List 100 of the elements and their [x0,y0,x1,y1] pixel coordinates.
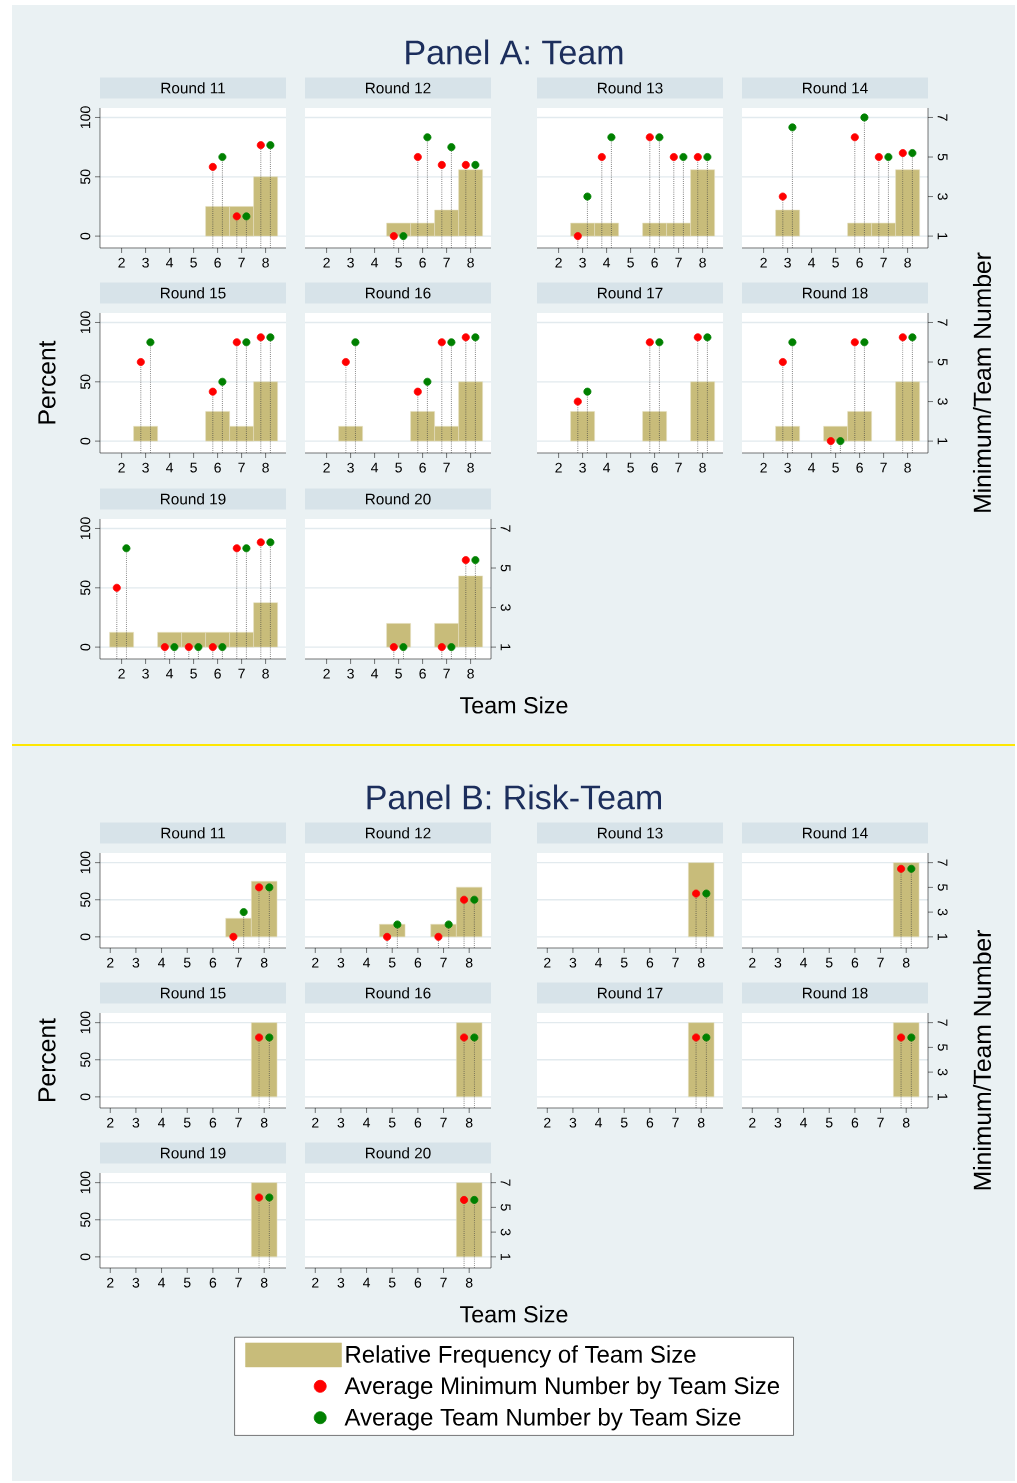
x-tick-label: 8 [697,1117,705,1128]
x-tick-label: 8 [904,257,911,268]
point [583,192,592,201]
point [341,358,350,367]
point [679,153,688,162]
x-tick-label: 8 [465,1117,473,1128]
y2-axis-title: Minimum/Team Number [972,252,992,512]
y-tick-label: 100 [80,1011,91,1034]
x-tick-label: 3 [132,1277,140,1288]
x-tick-label: 8 [467,257,474,268]
point [232,212,241,221]
point [597,153,606,162]
x-tick-label: 5 [395,668,402,679]
point [607,133,616,142]
point [860,113,869,122]
x-tick-label: 4 [800,1117,808,1128]
point [645,133,654,142]
point [423,133,432,142]
x-tick-label: 5 [832,257,839,268]
point [573,397,582,406]
y-tick-label: 100 [80,1171,91,1194]
x-tick-label: 8 [699,462,706,473]
x-tick-label: 5 [627,257,634,268]
point [256,141,265,150]
chart-title: Round 20 [366,1147,431,1159]
x-tick-label: 4 [363,957,371,968]
point [218,643,227,652]
x-tick-label: 5 [627,462,634,473]
x-tick-label: 6 [209,1277,217,1288]
x-tick-label: 4 [166,257,174,268]
point [645,338,654,347]
chart-title: Round 15 [161,287,226,299]
y2-tick-label: 1 [937,233,948,240]
point [232,338,241,347]
point [399,232,408,241]
point [170,643,179,652]
x-tick-label: 6 [851,957,859,968]
chart-title: Round 16 [366,987,431,999]
x-tick-label: 2 [749,957,756,968]
x-tick-label: 8 [262,257,269,268]
x-tick-label: 5 [395,257,402,268]
x-tick-label: 6 [209,1117,217,1128]
x-tick-label: 8 [467,462,474,473]
y-tick-label: 50 [80,1212,91,1227]
x-tick-label: 3 [132,957,140,968]
y2-tick-label: 3 [937,398,948,405]
x-tick-label: 4 [595,957,603,968]
point [826,437,835,446]
point [146,338,155,347]
x-tick-label: 3 [579,462,586,473]
x-tick-label: 3 [337,1277,345,1288]
x-tick-label: 2 [760,257,767,268]
x-tick-label: 5 [183,1277,191,1288]
point [850,338,859,347]
point [447,338,456,347]
x-tick-label: 4 [808,462,816,473]
x-tick-label: 3 [132,1117,140,1128]
x-tick-label: 8 [902,1117,910,1128]
x-axis-title: Team Size [460,696,568,714]
x-tick-label: 8 [902,957,910,968]
x-tick-label: 7 [235,1277,242,1288]
chart-title: Round 16 [366,287,431,299]
x-tick-label: 4 [157,1117,166,1128]
y-tick-label: 0 [80,1093,91,1101]
x-tick-label: 3 [569,1117,577,1128]
point [573,232,582,241]
x-tick-label: 3 [337,957,345,968]
x-tick-label: 8 [467,668,474,679]
x-tick-label: 4 [363,1117,371,1128]
point [256,333,265,342]
x-tick-label: 4 [363,1277,371,1288]
y-tick-label: 50 [80,1052,91,1067]
point [266,538,275,547]
x-tick-label: 2 [749,1117,756,1128]
x-axis-title: Team Size [460,1305,568,1323]
x-tick-label: 2 [107,957,114,968]
x-tick-label: 5 [832,462,839,473]
x-tick-label: 8 [465,1277,473,1288]
y-tick-label: 0 [80,933,91,941]
y2-tick-label: 7 [500,525,511,532]
y2-tick-label: 1 [500,1254,511,1261]
x-tick-label: 6 [651,257,658,268]
x-tick-label: 2 [323,462,330,473]
x-tick-label: 7 [675,257,682,268]
text: Panel A: Team [406,39,623,65]
x-tick-label: 3 [569,957,577,968]
y2-tick-label: 5 [937,153,948,161]
x-tick-label: 3 [774,957,782,968]
x-tick-label: 4 [157,957,166,968]
point [850,133,859,142]
x-tick-label: 2 [107,1117,114,1128]
point [208,162,217,171]
point [194,643,203,652]
x-tick-label: 2 [323,257,330,268]
x-tick-label: 2 [555,257,562,268]
x-tick-label: 4 [595,1117,603,1128]
x-tick-label: 6 [214,668,221,679]
point [184,643,193,652]
y-tick-label: 100 [80,851,91,874]
chart-title: Round 12 [366,82,431,94]
